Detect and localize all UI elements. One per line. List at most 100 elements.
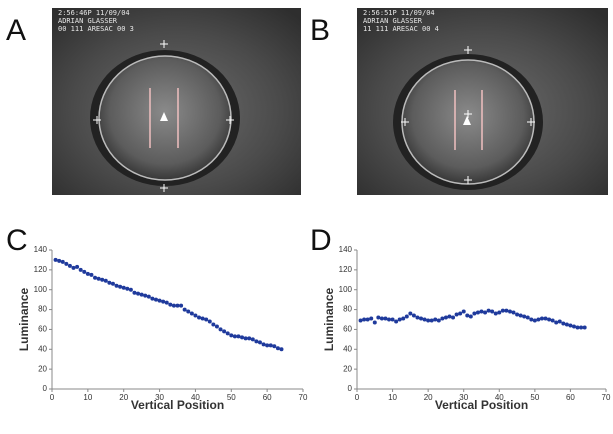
osd-text: ADRIAN GLASSER bbox=[363, 17, 423, 25]
data-point bbox=[136, 291, 141, 296]
data-point bbox=[82, 269, 87, 274]
panel-label: A bbox=[6, 14, 26, 47]
data-point bbox=[218, 327, 223, 332]
y-tick-label: 100 bbox=[339, 285, 353, 294]
data-point bbox=[89, 272, 94, 277]
y-tick-label: 60 bbox=[343, 325, 352, 334]
data-point bbox=[193, 313, 198, 318]
data-point bbox=[164, 300, 169, 305]
data-point bbox=[186, 309, 191, 314]
osd-text: ADRIAN GLASSER bbox=[58, 17, 118, 25]
x-tick-label: 40 bbox=[191, 393, 200, 402]
x-tick-label: 50 bbox=[227, 393, 236, 402]
data-point bbox=[365, 317, 370, 322]
data-point bbox=[387, 317, 392, 322]
x-tick-label: 10 bbox=[388, 393, 397, 402]
data-point bbox=[243, 336, 248, 341]
x-tick-label: 50 bbox=[530, 393, 539, 402]
data-point bbox=[433, 317, 438, 322]
data-point bbox=[211, 322, 216, 327]
x-tick-label: 20 bbox=[424, 393, 433, 402]
data-point bbox=[571, 324, 576, 329]
data-point bbox=[447, 314, 452, 319]
data-point bbox=[254, 339, 259, 344]
data-point bbox=[436, 318, 441, 323]
data-point bbox=[100, 277, 105, 282]
data-point bbox=[268, 343, 273, 348]
data-point bbox=[504, 308, 509, 313]
data-point bbox=[128, 287, 133, 292]
photo-a: 2:56:46P 11/09/04 ADRIAN GLASSER 00 111 … bbox=[52, 8, 301, 195]
data-point bbox=[118, 284, 123, 289]
data-point bbox=[85, 271, 90, 276]
data-point bbox=[415, 315, 420, 320]
data-point bbox=[411, 313, 416, 318]
data-point bbox=[490, 309, 495, 314]
x-tick-label: 60 bbox=[566, 393, 575, 402]
y-tick-label: 140 bbox=[339, 245, 353, 254]
y-tick-label: 40 bbox=[343, 344, 352, 353]
data-point bbox=[511, 310, 516, 315]
data-point bbox=[275, 346, 280, 351]
data-point bbox=[379, 316, 384, 321]
y-tick-label: 20 bbox=[343, 364, 352, 373]
data-point bbox=[543, 316, 548, 321]
osd-text: 2:56:51P 11/09/04 bbox=[363, 9, 435, 17]
data-point bbox=[493, 311, 498, 316]
data-point bbox=[518, 313, 523, 318]
data-point bbox=[157, 298, 162, 303]
data-point bbox=[225, 331, 230, 336]
data-point bbox=[539, 316, 544, 321]
data-point bbox=[96, 276, 101, 281]
y-axis-label: Luminance bbox=[322, 288, 336, 352]
data-point bbox=[390, 317, 395, 322]
data-point bbox=[554, 320, 559, 325]
data-point bbox=[579, 325, 584, 330]
x-tick-label: 10 bbox=[83, 393, 92, 402]
data-point bbox=[139, 292, 144, 297]
photo-b: 2:56:51P 11/09/04 ADRIAN GLASSER 11 111 … bbox=[357, 8, 608, 195]
data-point bbox=[454, 312, 459, 317]
data-point bbox=[472, 311, 477, 316]
y-tick-label: 80 bbox=[38, 305, 47, 314]
data-point bbox=[200, 316, 205, 321]
data-point bbox=[272, 344, 277, 349]
data-point bbox=[150, 296, 155, 301]
data-point bbox=[568, 323, 573, 328]
x-tick-label: 20 bbox=[119, 393, 128, 402]
x-tick-label: 60 bbox=[263, 393, 272, 402]
data-point bbox=[358, 318, 363, 323]
y-tick-label: 140 bbox=[34, 245, 48, 254]
data-point bbox=[222, 329, 227, 334]
data-point bbox=[536, 317, 541, 322]
data-point bbox=[465, 313, 470, 318]
data-point bbox=[458, 311, 463, 316]
data-point bbox=[214, 324, 219, 329]
data-point bbox=[561, 321, 566, 326]
data-point bbox=[204, 317, 209, 322]
data-point bbox=[486, 308, 491, 313]
data-point bbox=[103, 278, 108, 283]
data-point bbox=[78, 267, 83, 272]
x-tick-label: 40 bbox=[495, 393, 504, 402]
y-tick-label: 20 bbox=[38, 364, 47, 373]
data-point bbox=[426, 318, 431, 323]
data-point bbox=[146, 294, 151, 299]
data-point bbox=[107, 280, 112, 285]
data-point bbox=[443, 315, 448, 320]
data-point bbox=[475, 310, 480, 315]
y-axis-label: Luminance bbox=[17, 288, 31, 352]
data-point bbox=[468, 314, 473, 319]
data-point bbox=[522, 314, 527, 319]
data-point bbox=[550, 318, 555, 323]
data-point bbox=[422, 317, 427, 322]
data-point bbox=[189, 311, 194, 316]
data-point bbox=[372, 320, 377, 325]
data-point bbox=[114, 283, 119, 288]
data-point bbox=[575, 325, 580, 330]
data-point bbox=[525, 315, 530, 320]
data-point bbox=[397, 317, 402, 322]
data-point bbox=[182, 307, 187, 312]
data-point bbox=[67, 263, 72, 268]
